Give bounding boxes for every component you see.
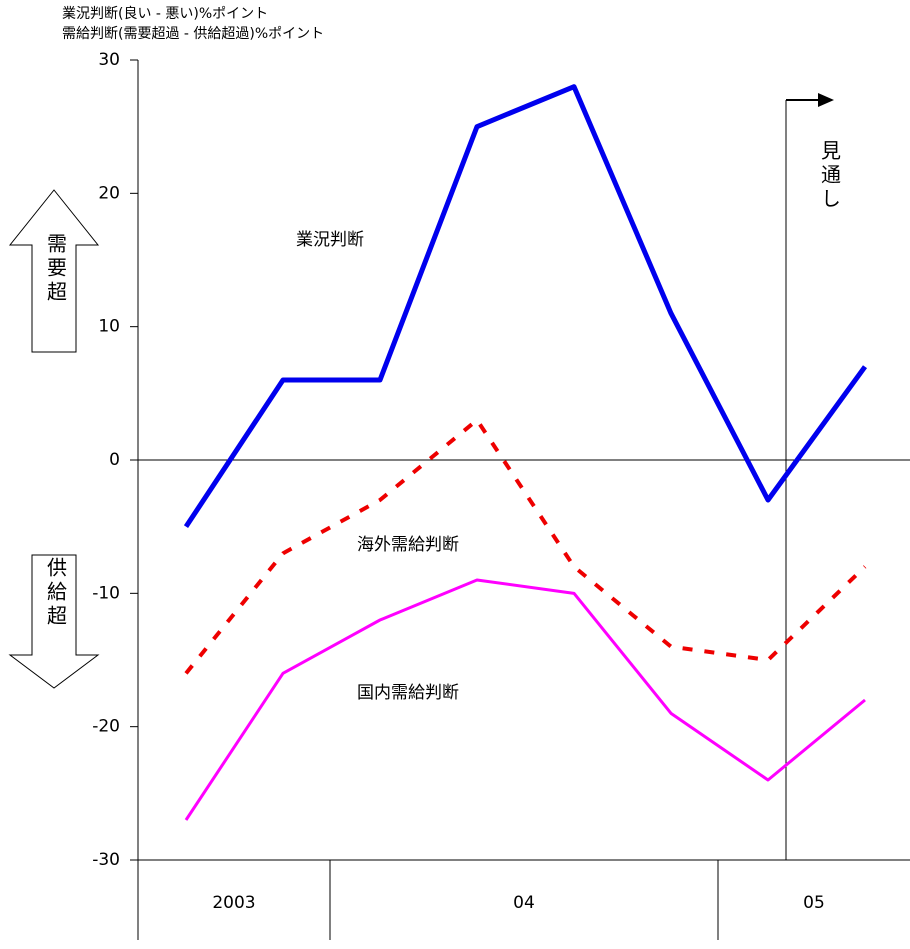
y-tick-label: 0 [109,450,120,470]
x-group-label: 2003 [212,893,255,913]
series-line [183,84,868,529]
x-group-label: 04 [513,893,535,913]
series-label: 国内需給判断 [357,683,459,703]
y-tick-label: -20 [92,717,120,737]
axis-title: 業況判断(良い - 悪い)%ポイント [62,6,268,22]
axis-title: 需給判断(需要超過 - 供給超過)%ポイント [62,26,324,42]
series-label: 海外需給判断 [357,535,459,555]
y-tick-label: -30 [92,850,120,870]
series-line [184,418,867,675]
y-tick-label: 30 [98,50,120,70]
supply-label: 供給超 [44,557,68,629]
series-label: 業況判断 [296,230,364,250]
y-tick-label: 10 [98,317,120,337]
series-line [184,578,866,821]
forecast-arrow-head [818,93,834,107]
y-tick-label: 20 [98,183,120,203]
y-tick-label: -10 [92,583,120,603]
up-arrow [8,189,100,353]
demand-label: 需要超 [44,233,68,305]
down-arrow [8,554,100,689]
forecast-label: 見通し [818,140,842,212]
x-group-label: 05 [803,893,825,913]
